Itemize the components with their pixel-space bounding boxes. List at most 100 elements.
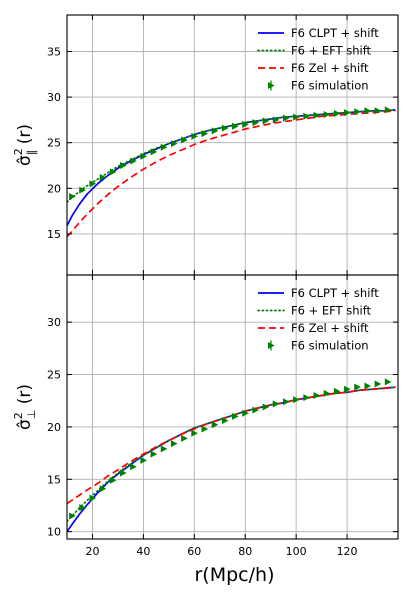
simulation-point xyxy=(364,107,372,115)
simulation-point xyxy=(364,382,372,390)
simulation-point xyxy=(374,380,382,388)
simulation-point xyxy=(170,140,178,148)
legend-label: F6 simulation xyxy=(291,339,369,353)
series-line-dashed xyxy=(67,386,396,505)
simulation-point xyxy=(272,400,280,408)
series-group xyxy=(67,106,397,238)
x-tick-label: 80 xyxy=(238,545,252,558)
y-tick-label: 35 xyxy=(47,45,61,58)
legend-marker xyxy=(268,342,275,349)
legend-label: F6 simulation xyxy=(291,79,369,93)
y-tick-label: 15 xyxy=(47,473,61,486)
simulation-point xyxy=(282,398,290,406)
simulation-point xyxy=(140,456,147,464)
y-axis-label: σ̂2∥ (r) xyxy=(12,124,38,166)
y-axis-label: σ̂2⊥ (r) xyxy=(12,384,38,430)
simulation-point xyxy=(272,116,280,124)
simulation-point xyxy=(99,485,107,493)
simulation-point xyxy=(120,469,127,477)
legend-label: F6 CLPT + shift xyxy=(291,26,379,40)
y-tick-label: 20 xyxy=(47,182,61,195)
y-axis-label-argument: (r) xyxy=(15,124,35,150)
simulation-point xyxy=(313,391,321,399)
simulation-point xyxy=(262,403,270,411)
simulation-point xyxy=(303,112,310,120)
simulation-point xyxy=(170,440,178,448)
simulation-point xyxy=(201,425,209,433)
simulation-point xyxy=(354,383,361,391)
simulation-point xyxy=(232,412,239,420)
series-group xyxy=(67,378,397,533)
simulation-point xyxy=(191,429,198,437)
y-tick-label: 25 xyxy=(47,369,61,382)
x-tick-label: 120 xyxy=(337,545,358,558)
y-tick-label: 25 xyxy=(47,137,61,150)
simulation-point xyxy=(293,113,300,121)
simulation-point xyxy=(160,143,168,151)
legend: F6 CLPT + shift F6 + EFT shift F6 Zel + sh… xyxy=(257,286,379,353)
simulation-point xyxy=(313,111,321,119)
simulation-point xyxy=(344,385,351,393)
x-tick-label: 20 xyxy=(85,545,99,558)
y-tick-label: 10 xyxy=(47,526,61,539)
y-tick-label: 20 xyxy=(47,421,61,434)
panel-top: 15 20 25 30 35 σ̂2∥ (r) F6 CLPT + shift F6 + EF… xyxy=(12,14,399,280)
legend-label: F6 + EFT shift xyxy=(291,44,372,58)
plot-frame xyxy=(66,274,399,540)
simulation-point xyxy=(150,148,158,156)
y-tick-label: 30 xyxy=(47,91,61,104)
simulation-point xyxy=(69,193,76,201)
y-axis-label-symbol: σ̂ xyxy=(15,155,35,166)
series-line-solid xyxy=(67,386,396,533)
simulation-point xyxy=(242,409,249,417)
legend-label: F6 + EFT shift xyxy=(291,304,372,318)
simulation-point xyxy=(120,162,127,170)
simulation-point xyxy=(89,180,97,188)
simulation-point xyxy=(130,157,137,165)
x-axis-label: r(Mpc/h) xyxy=(195,564,275,586)
legend-label: F6 Zel + shift xyxy=(291,321,369,335)
simulation-point xyxy=(150,450,158,458)
simulation-point xyxy=(252,406,260,414)
series-line-dashed xyxy=(67,109,396,238)
simulation-point xyxy=(333,387,341,395)
simulation-point xyxy=(282,114,290,122)
simulation-point xyxy=(221,124,229,132)
simulation-point xyxy=(109,476,117,484)
simulation-point xyxy=(79,504,86,512)
simulation-point xyxy=(211,127,219,135)
y-tick-label: 30 xyxy=(47,316,61,329)
panel-bottom: 10 15 20 25 30 20 40 60 80 100 120 σ̂2⊥ (r) r(Mpc/h)… xyxy=(12,274,399,586)
simulation-point xyxy=(221,417,229,425)
y-axis-label-subscript: ⊥ xyxy=(25,410,38,420)
simulation-point xyxy=(384,106,392,114)
simulation-point xyxy=(262,117,270,125)
legend: F6 CLPT + shift F6 + EFT shift F6 Zel + sh… xyxy=(257,26,379,93)
simulation-point xyxy=(69,512,76,520)
simulation-point xyxy=(89,494,97,502)
simulation-point xyxy=(109,168,117,176)
y-axis-label-superscript: 2 xyxy=(12,412,25,419)
simulation-point xyxy=(384,378,392,386)
legend-label: F6 CLPT + shift xyxy=(291,286,379,300)
y-axis-label-subscript: ∥ xyxy=(25,150,38,156)
simulation-point xyxy=(293,396,300,404)
y-axis-label-argument: (r) xyxy=(15,384,35,410)
series-line-dotted xyxy=(67,386,397,523)
simulation-point xyxy=(354,108,361,116)
x-tick-label: 40 xyxy=(136,545,150,558)
simulation-point xyxy=(140,152,147,160)
simulation-point xyxy=(303,394,310,402)
simulation-point xyxy=(242,120,249,128)
simulation-point xyxy=(201,130,209,138)
y-axis-label-symbol: σ̂ xyxy=(15,419,35,430)
simulation-point xyxy=(191,132,198,140)
simulation-point xyxy=(160,445,168,453)
simulation-point xyxy=(252,119,260,127)
simulation-point xyxy=(323,389,331,397)
simulation-point xyxy=(374,107,382,115)
simulation-point xyxy=(344,109,351,117)
simulation-point xyxy=(181,434,188,442)
simulation-point xyxy=(79,186,86,194)
